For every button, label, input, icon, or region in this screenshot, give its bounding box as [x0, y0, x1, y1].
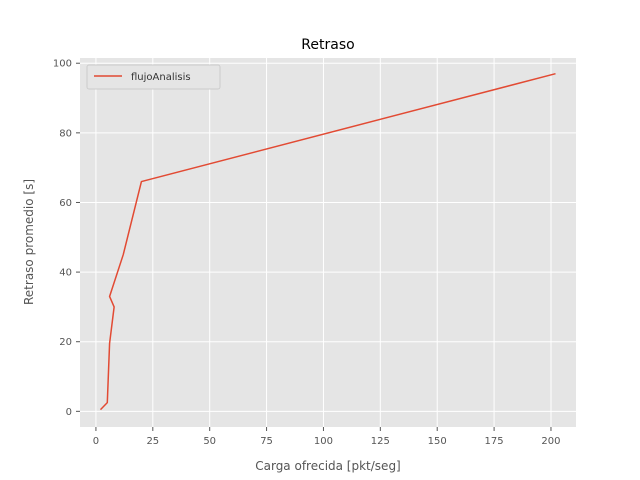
x-axis-label: Carga ofrecida [pkt/seg]	[255, 459, 401, 473]
x-axis-ticks: 0 25 50 75 100 125 150 175 200	[93, 427, 561, 447]
y-axis-ticks: 0 20 40 60 80 100	[53, 59, 80, 418]
y-tick-label: 20	[59, 337, 72, 348]
y-tick-label: 0	[66, 407, 72, 418]
y-tick-label: 40	[59, 268, 72, 279]
x-tick-label: 50	[203, 436, 216, 447]
x-tick-label: 125	[371, 436, 390, 447]
x-tick-label: 175	[485, 436, 504, 447]
x-tick-label: 0	[93, 436, 99, 447]
x-tick-label: 200	[541, 436, 560, 447]
legend: flujoAnalisis	[86, 64, 221, 90]
x-tick-label: 150	[428, 436, 447, 447]
x-tick-label: 75	[260, 436, 273, 447]
series-line-flujoAnalisis	[99, 72, 556, 411]
chart-title: Retraso	[301, 37, 354, 53]
y-tick-label: 100	[53, 59, 72, 70]
legend-label: flujoAnalisis	[131, 72, 191, 83]
series-layer	[99, 72, 556, 411]
plot-area	[80, 58, 576, 427]
y-axis-label: Retraso promedio [s]	[22, 179, 36, 305]
y-tick-label: 80	[59, 128, 72, 139]
x-tick-label: 25	[146, 436, 159, 447]
y-tick-label: 60	[59, 198, 72, 209]
x-tick-label: 100	[314, 436, 333, 447]
legend-box	[86, 64, 221, 90]
